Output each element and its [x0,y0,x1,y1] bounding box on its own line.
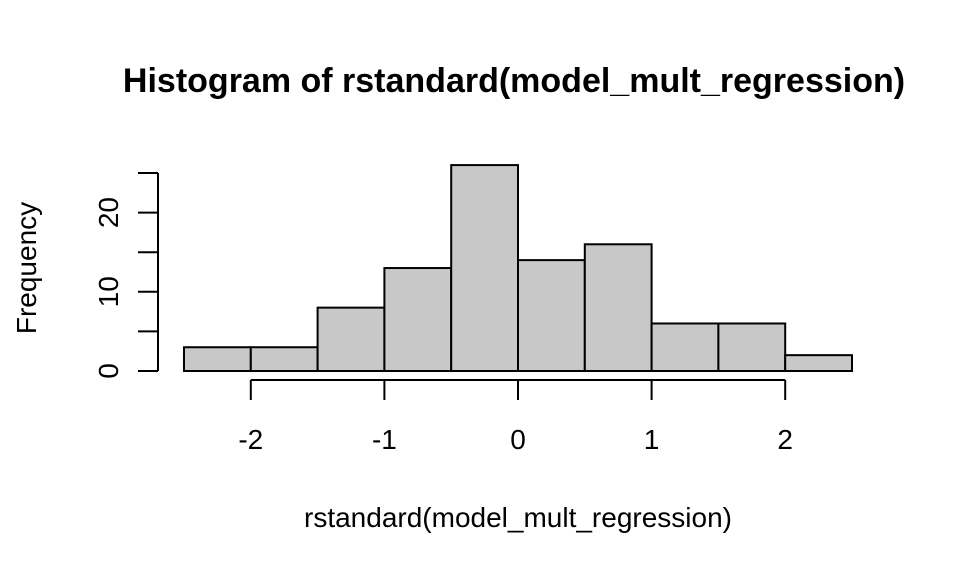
histogram-bar [316,306,386,373]
y-tick-label: 20 [93,197,124,228]
x-tick-label: 0 [510,424,526,455]
y-tick-label: 10 [93,276,124,307]
bars-group [183,164,854,373]
histogram-bar [249,346,319,372]
histogram-bar [650,322,720,373]
histogram-bar [784,354,854,373]
histogram-bar [383,267,453,373]
y-axis-label: Frequency [11,202,42,334]
x-axis-label: rstandard(model_mult_regression) [304,502,732,533]
x-tick-label: 2 [777,424,793,455]
x-tick-label: 1 [644,424,660,455]
chart-title: Histogram of rstandard(model_mult_regres… [123,62,905,100]
y-tick-label: 0 [93,363,124,379]
x-tick-label: -1 [372,424,397,455]
y-axis: 0 10 20 [93,172,159,379]
histogram-bar [717,322,787,373]
x-tick-label: -2 [238,424,263,455]
histogram-bar [183,346,252,372]
histogram-bar [517,259,586,372]
x-axis: -2 -1 0 1 2 [238,379,793,455]
histogram-bar [583,243,653,372]
histogram-bar [450,164,520,372]
